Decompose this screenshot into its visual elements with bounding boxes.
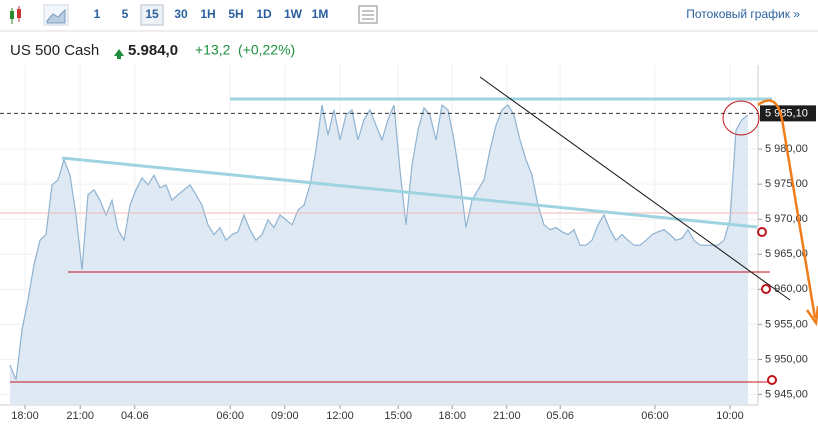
last-price-box	[760, 105, 816, 122]
price: 5.984,0	[128, 42, 178, 59]
x-tick-label: 10:00	[716, 410, 744, 422]
area-icon[interactable]	[43, 4, 69, 26]
interval-button[interactable]: 1H	[200, 7, 215, 21]
x-tick-label: 04.06	[121, 410, 149, 422]
change: +13,2	[195, 42, 231, 58]
y-tick-label: 5 945,00	[765, 388, 808, 400]
interval-button[interactable]: 5	[122, 7, 129, 21]
settings-icon[interactable]	[358, 5, 378, 24]
interval-button[interactable]: 1	[94, 7, 101, 21]
interval-button[interactable]: 30	[174, 7, 188, 21]
area-fill	[10, 105, 748, 405]
y-tick-label: 5 955,00	[765, 318, 808, 330]
last-price-label: 5 985,10	[765, 107, 808, 119]
x-tick-label: 06:00	[641, 410, 669, 422]
interval-button[interactable]: 1D	[256, 7, 272, 21]
y-tick-label: 5 970,00	[765, 213, 808, 225]
interval-button[interactable]: 5H	[228, 7, 243, 21]
price-line	[9, 103, 749, 381]
candle-icon[interactable]	[10, 6, 21, 24]
interval-active-bg	[140, 4, 164, 26]
interval-button[interactable]: 1W	[284, 7, 303, 21]
y-tick-label: 5 950,00	[765, 353, 808, 365]
plot: Investing.com	[0, 65, 762, 409]
x-tick-label: 21:00	[493, 410, 521, 422]
instrument-title: US 500 Cash	[10, 42, 99, 59]
y-tick-label: 5 975,00	[765, 178, 808, 190]
interval-button[interactable]: 15	[145, 7, 159, 21]
x-tick-label: 15:00	[384, 410, 412, 422]
change-pct: (+0,22%)	[238, 42, 295, 58]
up-arrow	[114, 49, 124, 59]
x-tick-label: 18:00	[11, 410, 39, 422]
interval-button[interactable]: 1M	[312, 7, 329, 21]
x-tick-label: 12:00	[326, 410, 354, 422]
x-tick-label: 18:00	[438, 410, 466, 422]
x-tick-label: 06:00	[216, 410, 244, 422]
stream-link[interactable]: Потоковый график »	[686, 7, 800, 21]
y-tick-label: 5 965,00	[765, 248, 808, 260]
user-drawings	[0, 76, 818, 385]
y-tick-label: 5 960,00	[765, 283, 808, 295]
x-tick-label: 05.06	[546, 410, 574, 422]
x-tick-label: 21:00	[66, 410, 94, 422]
x-tick-label: 09:00	[271, 410, 299, 422]
